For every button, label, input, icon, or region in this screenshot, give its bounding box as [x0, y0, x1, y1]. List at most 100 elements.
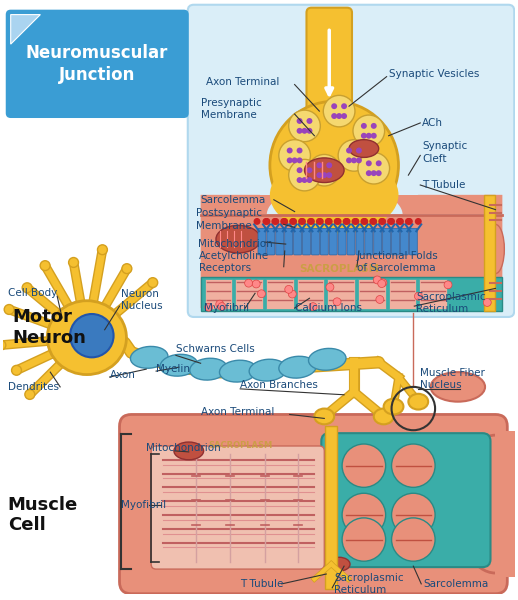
Ellipse shape: [220, 360, 257, 382]
Circle shape: [376, 170, 382, 176]
FancyBboxPatch shape: [188, 5, 514, 317]
Circle shape: [392, 493, 435, 536]
Ellipse shape: [174, 442, 204, 460]
Circle shape: [415, 218, 422, 225]
Circle shape: [298, 218, 305, 225]
FancyBboxPatch shape: [258, 229, 266, 255]
Ellipse shape: [349, 140, 379, 157]
Circle shape: [308, 154, 340, 186]
Circle shape: [299, 218, 306, 225]
FancyBboxPatch shape: [392, 229, 399, 255]
FancyBboxPatch shape: [6, 10, 189, 118]
Circle shape: [388, 218, 395, 225]
Circle shape: [323, 95, 355, 127]
Bar: [388, 278, 416, 309]
Circle shape: [361, 123, 367, 129]
Text: Motor
Neuron: Motor Neuron: [12, 308, 87, 347]
Text: Synaptic
Cleft: Synaptic Cleft: [422, 141, 467, 164]
Text: Neuron
Nucleus: Neuron Nucleus: [122, 289, 163, 311]
Circle shape: [280, 218, 287, 225]
Circle shape: [371, 133, 377, 139]
Ellipse shape: [309, 349, 346, 370]
FancyBboxPatch shape: [320, 229, 328, 255]
Circle shape: [122, 264, 132, 274]
FancyBboxPatch shape: [409, 229, 418, 255]
Bar: [266, 278, 294, 309]
Circle shape: [0, 340, 6, 350]
Circle shape: [297, 177, 303, 183]
Ellipse shape: [456, 435, 518, 573]
FancyBboxPatch shape: [303, 229, 310, 255]
Ellipse shape: [486, 224, 505, 274]
Text: Dendrites: Dendrites: [8, 382, 59, 392]
Circle shape: [40, 261, 50, 271]
Bar: [205, 278, 232, 309]
Text: Postsynaptic
Membrane: Postsynaptic Membrane: [196, 208, 262, 230]
Bar: [200, 277, 502, 311]
Circle shape: [307, 177, 312, 183]
FancyBboxPatch shape: [321, 433, 491, 567]
FancyBboxPatch shape: [307, 8, 352, 121]
Circle shape: [264, 218, 270, 225]
Text: Sacroplasmic
Reticulum: Sacroplasmic Reticulum: [334, 572, 404, 595]
Text: SACROPLASM: SACROPLASM: [299, 264, 379, 274]
Circle shape: [316, 172, 322, 178]
Circle shape: [321, 172, 327, 178]
Text: Axon Terminal: Axon Terminal: [206, 77, 279, 86]
FancyBboxPatch shape: [311, 229, 319, 255]
Circle shape: [289, 290, 296, 298]
Circle shape: [148, 278, 157, 287]
Circle shape: [352, 218, 359, 225]
Circle shape: [297, 128, 303, 134]
Circle shape: [376, 160, 382, 166]
Ellipse shape: [328, 557, 350, 571]
Circle shape: [342, 493, 385, 536]
Circle shape: [4, 305, 14, 314]
Circle shape: [307, 218, 314, 225]
Circle shape: [308, 218, 315, 225]
Ellipse shape: [131, 346, 168, 368]
Circle shape: [331, 113, 337, 119]
Circle shape: [356, 157, 362, 163]
Circle shape: [334, 218, 341, 225]
FancyBboxPatch shape: [374, 229, 382, 255]
Text: Calcium Ions: Calcium Ions: [295, 303, 362, 313]
Circle shape: [326, 172, 332, 178]
Circle shape: [307, 167, 312, 173]
Circle shape: [378, 280, 386, 287]
Circle shape: [392, 518, 435, 561]
Circle shape: [361, 218, 367, 225]
Circle shape: [317, 218, 324, 225]
Ellipse shape: [279, 356, 316, 378]
Text: Acetylcholine
Receptors: Acetylcholine Receptors: [199, 251, 269, 273]
Circle shape: [373, 276, 381, 284]
Circle shape: [97, 245, 107, 254]
Circle shape: [370, 218, 377, 225]
FancyBboxPatch shape: [338, 229, 346, 255]
Circle shape: [297, 118, 303, 124]
Ellipse shape: [374, 409, 394, 424]
Circle shape: [358, 152, 390, 184]
Bar: [358, 278, 385, 309]
Circle shape: [279, 140, 310, 171]
Circle shape: [253, 218, 261, 225]
Circle shape: [346, 148, 352, 154]
Circle shape: [371, 123, 377, 129]
Circle shape: [366, 160, 372, 166]
Circle shape: [286, 148, 293, 154]
Circle shape: [341, 103, 347, 109]
Circle shape: [396, 218, 403, 225]
Circle shape: [205, 303, 212, 311]
Circle shape: [405, 218, 412, 225]
Circle shape: [338, 140, 370, 171]
Circle shape: [353, 115, 385, 146]
Circle shape: [366, 170, 372, 176]
Circle shape: [289, 218, 296, 225]
Circle shape: [444, 281, 452, 289]
Text: Myelin: Myelin: [156, 364, 190, 374]
Polygon shape: [11, 14, 40, 44]
Circle shape: [325, 218, 332, 225]
Circle shape: [414, 292, 422, 300]
Bar: [297, 278, 324, 309]
Circle shape: [70, 314, 113, 358]
